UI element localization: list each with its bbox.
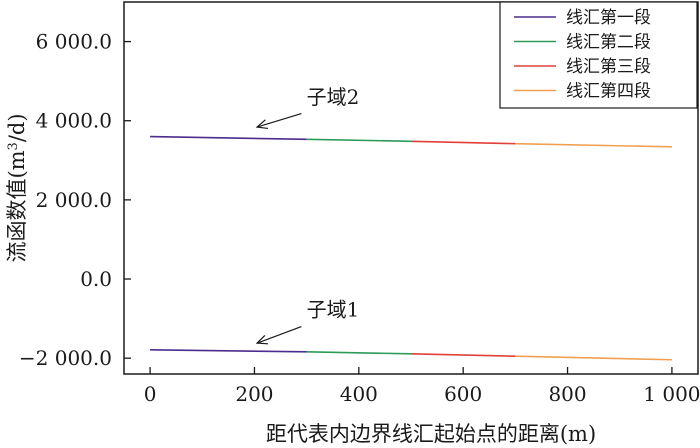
y-tick-label: 4 000.0: [36, 109, 112, 133]
x-tick-label: 0: [144, 382, 157, 406]
x-tick-label: 400: [340, 382, 378, 406]
series-line-3-segment-1: [410, 140, 516, 145]
series-line-1-segment-1: [150, 135, 307, 141]
series-layer: [150, 135, 672, 361]
legend-label-4: 线汇第四段: [566, 82, 651, 102]
y-axis-title-tail: /d): [5, 113, 29, 142]
annotation-label: 子域1: [307, 298, 360, 322]
annotation-label: 子域2: [307, 85, 360, 109]
annotation-arrow-line: [256, 113, 302, 128]
x-tick-label: 800: [548, 382, 586, 406]
x-tick-label: 1 000: [643, 382, 700, 406]
y-tick-label: −2 000.0: [19, 346, 112, 370]
legend-label-3: 线汇第三段: [566, 57, 651, 77]
y-tick-label: 0.0: [80, 267, 112, 291]
x-tick-label: 200: [235, 382, 273, 406]
x-axis: 0 200 400 600 800 1 000: [144, 367, 700, 406]
annotation-arrow-head: [255, 119, 269, 130]
annotation-arrow-line: [256, 325, 302, 344]
series-line-3-segment-2: [410, 353, 516, 357]
series-line-4-segment-2: [515, 355, 672, 361]
legend-label-1: 线汇第一段: [566, 8, 651, 28]
y-tick-label: 2 000.0: [36, 188, 112, 212]
y-axis-title-main: 流函数值(m: [5, 150, 29, 262]
annotation-layer: 子域2 子域1: [255, 85, 360, 345]
y-axis-title: 流函数值(m3/d): [5, 113, 29, 262]
plot-frame: [123, 1, 699, 375]
series-line-2-segment-1: [306, 138, 412, 143]
series-line-2-segment-2: [306, 351, 412, 355]
y-axis-title-sup: 3: [6, 142, 21, 150]
legend-label-2: 线汇第二段: [566, 33, 651, 53]
y-axis: −2 000.0 0.0 2 000.0 4 000.0 6 000.0: [19, 30, 131, 370]
series-line-1-segment-2: [150, 349, 307, 353]
x-tick-label: 600: [444, 382, 482, 406]
y-tick-label: 6 000.0: [36, 30, 112, 54]
series-line-4-segment-1: [515, 142, 672, 148]
annotation-arrow-head: [255, 334, 269, 345]
x-axis-title: 距代表内边界线汇起始点的距离(m): [266, 422, 596, 446]
